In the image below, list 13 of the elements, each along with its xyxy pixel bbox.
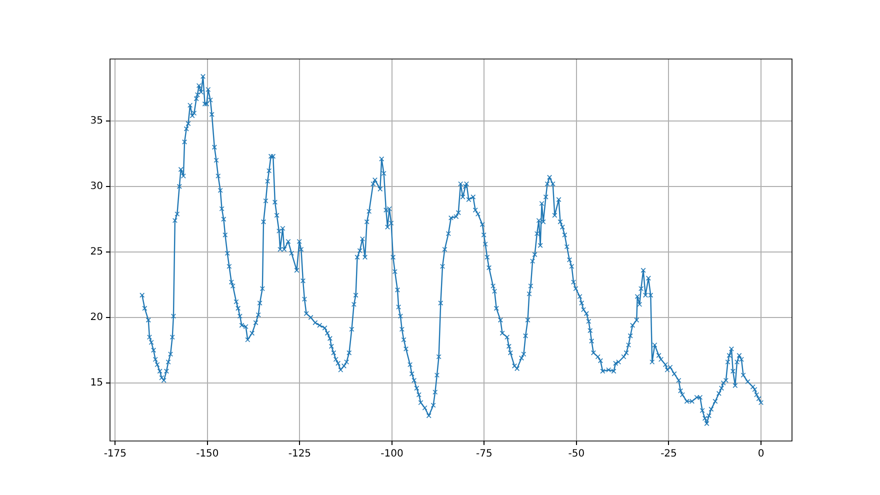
y-tick-label: 15 [90,378,103,389]
y-tick-label: 20 [90,312,103,324]
x-tick-label: -25 [660,448,677,460]
x-tick-label: -75 [476,448,492,460]
x-tick-label: -150 [196,448,219,460]
x-tick-label: -175 [104,448,127,460]
x-tick-label: -50 [568,448,585,460]
x-tick-label: 0 [758,448,764,460]
x-tick-label: -100 [380,448,404,460]
y-tick-label: 30 [90,181,103,192]
x-tick-label: -125 [288,448,312,460]
y-tick-label: 25 [90,246,103,258]
y-tick-label: 35 [90,116,103,127]
